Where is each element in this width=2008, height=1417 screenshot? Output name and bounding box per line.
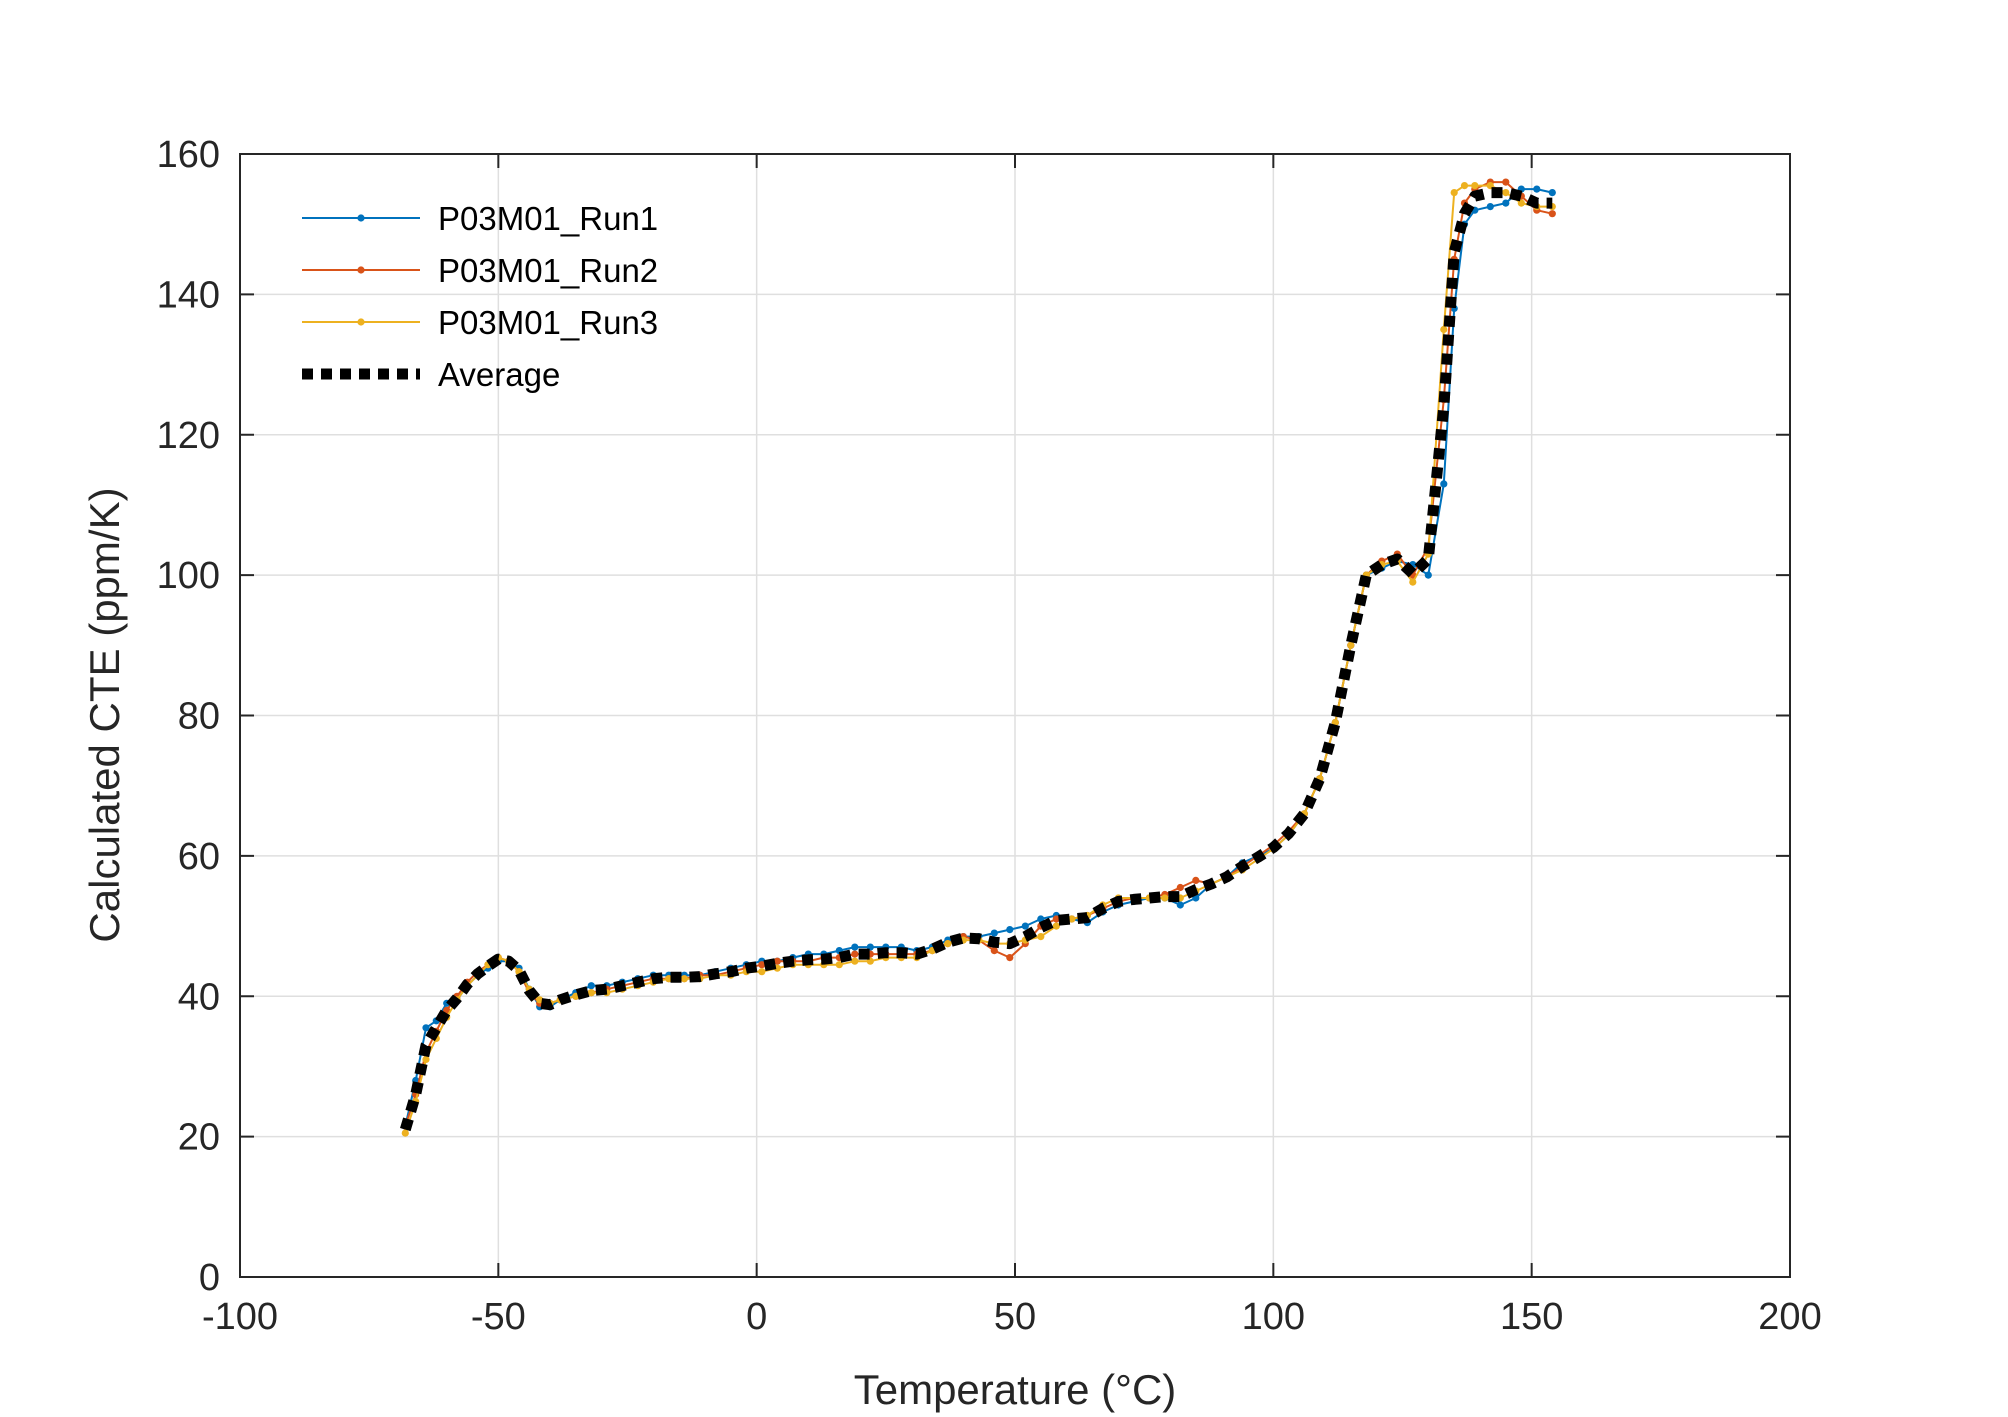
- series-3-point-75: [1471, 182, 1479, 190]
- series-3-point-23: [680, 975, 688, 983]
- series-3-point-70: [1409, 578, 1417, 586]
- series-1-point-77: [1502, 199, 1510, 207]
- series-3-point-34: [851, 957, 859, 965]
- series-3-point-74: [1460, 182, 1469, 190]
- legend-marker-3: [357, 318, 365, 326]
- series-2-point-44: [1006, 954, 1014, 962]
- series-1-point-80: [1548, 189, 1556, 197]
- series-3-point-13: [536, 996, 544, 1004]
- series-2-point-80: [1548, 210, 1556, 218]
- series-3-point-48: [1068, 915, 1076, 923]
- series-3-point-17: [587, 989, 595, 997]
- series-1-point-55: [1176, 901, 1184, 909]
- series-1-point-17: [587, 982, 595, 990]
- series-3-point-46: [1037, 933, 1045, 941]
- series-line-average: [400, 187, 1553, 1132]
- series-3-point-33: [835, 961, 843, 969]
- legend-item-1: P03M01_Run1: [302, 200, 658, 237]
- y-tick-label-6: 120: [157, 415, 220, 457]
- series-3-point-28: [758, 968, 766, 976]
- x-tick-label-1: -50: [471, 1296, 526, 1338]
- series-1-point-79: [1533, 185, 1541, 193]
- y-tick-label-2: 40: [178, 976, 220, 1018]
- y-tick-label-4: 80: [178, 696, 220, 738]
- y-tick-label-7: 140: [157, 274, 220, 316]
- y-tick-label-1: 20: [178, 1117, 220, 1159]
- series-2-point-56: [1192, 876, 1200, 885]
- y-tick-label-8: 160: [157, 134, 220, 176]
- legend-label-1: P03M01_Run1: [438, 200, 658, 237]
- series-3-point-73: [1450, 189, 1458, 197]
- series-2-point-77: [1502, 178, 1510, 186]
- series-1-point-34: [851, 943, 859, 951]
- legend-item-2: P03M01_Run2: [302, 252, 658, 289]
- series-1-point-72: [1440, 480, 1448, 488]
- y-tick-label-5: 100: [157, 555, 220, 597]
- series-1-point-43: [990, 929, 998, 937]
- series-3-point-2: [422, 1055, 430, 1063]
- series-3-point-47: [1052, 922, 1060, 930]
- x-tick-label-2: 0: [746, 1296, 767, 1338]
- series-4: [400, 187, 1553, 1132]
- legend-item-3: P03M01_Run3: [302, 304, 658, 341]
- x-tick-label-4: 100: [1242, 1296, 1305, 1338]
- series-2-point-43: [990, 947, 998, 955]
- series-3-point-72: [1440, 325, 1448, 334]
- x-tick-label-6: 200: [1758, 1296, 1821, 1338]
- x-axis-title: Temperature (°C): [854, 1366, 1177, 1413]
- series-1-point-2: [422, 1024, 430, 1032]
- series-2-point-55: [1176, 883, 1184, 892]
- legend-marker-2: [357, 266, 365, 274]
- series-layer: [400, 178, 1556, 1137]
- series-2-point-4: [443, 1006, 451, 1014]
- x-tick-label-0: -100: [202, 1296, 278, 1338]
- series-1-point-76: [1486, 203, 1494, 211]
- series-2-point-29: [773, 957, 781, 965]
- legend-label-2: P03M01_Run2: [438, 252, 658, 289]
- tick-labels: -100 -50 0 50 100 150 200 0 20 40 60 80 100 120 140 160: [157, 134, 1822, 1338]
- series-2-point-34: [851, 950, 859, 958]
- legend-marker-1: [357, 214, 365, 222]
- series-3-point-0: [401, 1129, 409, 1137]
- legend: P03M01_Run1 P03M01_Run2 P03M01_Run3 Average: [302, 200, 658, 393]
- x-tick-label-5: 150: [1500, 1296, 1563, 1338]
- series-2-point-28: [758, 961, 766, 969]
- y-tick-label-3: 60: [178, 836, 220, 878]
- tick-marks: [239, 153, 1791, 1278]
- legend-label-3: P03M01_Run3: [438, 304, 658, 341]
- x-tick-label-3: 50: [994, 1296, 1036, 1338]
- legend-label-4: Average: [438, 356, 560, 393]
- series-3-point-54: [1161, 894, 1169, 902]
- legend-item-4: Average: [302, 356, 560, 393]
- y-tick-label-0: 0: [199, 1257, 220, 1299]
- y-axis-title: Calculated CTE (ppm/K): [81, 487, 128, 942]
- series-1-point-71: [1424, 571, 1432, 579]
- series-1-point-45: [1021, 922, 1029, 930]
- series-3-point-40: [944, 940, 952, 948]
- series-3-point-77: [1502, 189, 1510, 197]
- series-2-point-47: [1052, 915, 1060, 923]
- series-1-point-44: [1006, 926, 1014, 934]
- series-3-point-66: [1347, 641, 1355, 649]
